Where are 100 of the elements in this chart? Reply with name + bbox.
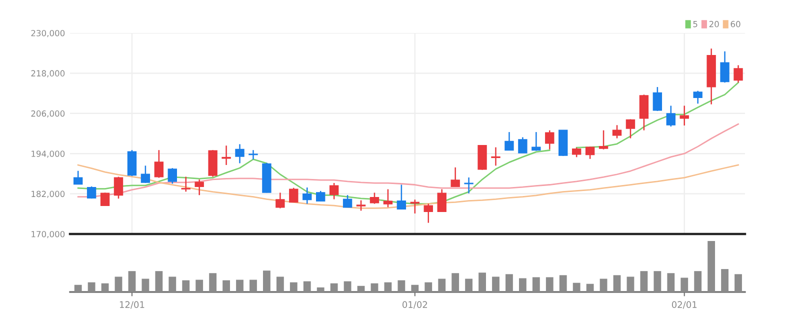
bar — [680, 278, 688, 292]
line-series — [77, 123, 739, 198]
candlestick — [194, 178, 204, 196]
x-tick-label: 01/02 — [402, 301, 428, 309]
candlestick — [639, 94, 649, 131]
bar — [667, 273, 675, 292]
x-tick-label: 12/01 — [120, 301, 144, 309]
y-tick-label: 182,000 — [32, 190, 65, 198]
candlestick — [302, 186, 312, 204]
candlestick — [100, 192, 110, 206]
candlestick — [114, 176, 124, 200]
bar — [626, 276, 634, 292]
candlestick — [491, 146, 500, 166]
bar — [734, 274, 742, 292]
bar — [694, 271, 702, 292]
bar — [196, 280, 204, 292]
bar — [384, 282, 392, 292]
y-tick-label: 206,000 — [31, 110, 65, 118]
bar — [142, 278, 150, 292]
candlestick — [478, 144, 487, 170]
candlestick — [276, 192, 285, 209]
bar — [236, 280, 244, 292]
legend-label: 5 — [693, 21, 698, 28]
bar — [74, 284, 82, 292]
candlestick — [289, 187, 298, 203]
bar — [559, 275, 567, 292]
bar — [721, 269, 728, 292]
candlestick — [181, 176, 190, 192]
bar — [357, 286, 365, 292]
candlestick — [734, 64, 743, 84]
bar — [263, 270, 270, 292]
y-tick-label: 170,000 — [32, 230, 65, 238]
bar — [546, 277, 554, 292]
bar — [209, 273, 217, 292]
bar — [250, 280, 257, 292]
candlestick — [585, 146, 595, 160]
candlestick — [652, 86, 662, 112]
candlestick — [370, 192, 380, 204]
bar — [303, 281, 311, 292]
bar — [586, 284, 594, 292]
candlestick — [342, 194, 352, 208]
bar — [88, 282, 96, 292]
y-tick-label: 230,000 — [31, 30, 65, 38]
bar — [492, 276, 500, 292]
bar — [370, 283, 378, 292]
bar — [290, 282, 298, 292]
bar — [411, 284, 419, 292]
candlestick — [73, 170, 83, 185]
bar — [155, 271, 163, 292]
candlestick — [168, 167, 177, 184]
bar — [114, 276, 122, 292]
candlestick — [666, 105, 676, 128]
candlestick — [424, 203, 433, 224]
candlestick — [140, 165, 150, 184]
bar — [613, 275, 621, 292]
bar — [344, 281, 352, 292]
legend-label: 60 — [730, 20, 740, 28]
bar — [438, 278, 446, 292]
legend-label: 20 — [709, 20, 719, 28]
candlestick — [532, 131, 541, 152]
candlestick — [504, 131, 514, 151]
candlestick — [329, 182, 339, 200]
bar — [506, 274, 513, 292]
bar — [168, 276, 176, 292]
bar — [101, 283, 109, 292]
y-tick-label: 194,000 — [32, 150, 65, 158]
y-tick-label: 218,000 — [31, 70, 65, 78]
candlestick — [572, 147, 582, 158]
candlestick — [680, 105, 689, 126]
candlestick — [693, 90, 702, 104]
candlestick — [545, 130, 554, 150]
bar — [518, 278, 526, 292]
bar — [654, 271, 662, 292]
bar — [708, 241, 716, 292]
candlestick — [626, 118, 636, 139]
bar — [600, 278, 608, 292]
bar — [640, 271, 648, 292]
candlestick — [356, 200, 366, 212]
bar — [532, 277, 540, 292]
bar — [182, 280, 190, 292]
candlestick — [248, 149, 258, 160]
bar — [398, 280, 406, 292]
bar — [465, 278, 473, 292]
candlestick — [437, 188, 446, 212]
bar — [330, 283, 338, 292]
bar — [128, 271, 136, 292]
candlestick — [720, 50, 730, 84]
bar — [316, 287, 324, 292]
candlestick — [598, 130, 608, 150]
candlestick — [450, 166, 460, 188]
bar — [222, 280, 230, 292]
bar — [478, 272, 486, 292]
x-tick-label: 02/01 — [672, 301, 697, 309]
bar — [572, 282, 580, 292]
candlestick — [127, 149, 137, 177]
candlestick — [235, 144, 244, 164]
bar — [452, 273, 460, 292]
candlestick — [222, 144, 231, 166]
candlestick — [154, 149, 164, 178]
bar — [424, 282, 432, 292]
